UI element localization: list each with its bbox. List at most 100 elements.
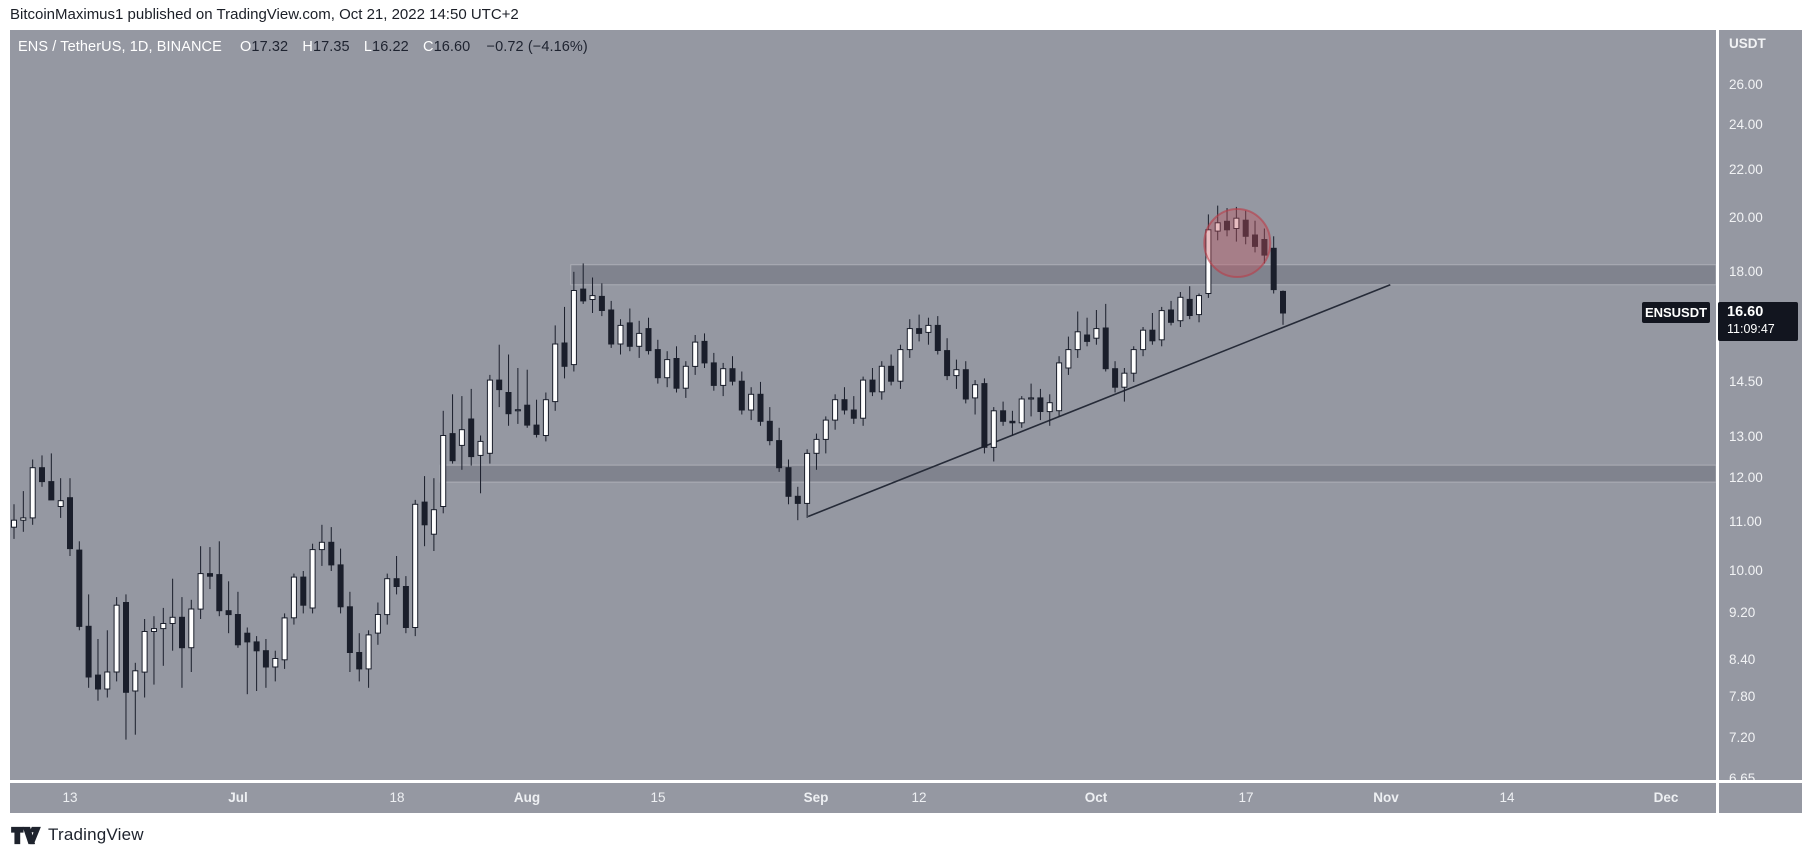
time-axis-label: Dec bbox=[1653, 790, 1679, 805]
candle-body bbox=[188, 608, 195, 649]
candle-body bbox=[337, 564, 344, 608]
candle-body bbox=[701, 340, 708, 364]
candle-body bbox=[1158, 310, 1165, 341]
candle-body bbox=[48, 481, 55, 501]
legend-close-key: C bbox=[422, 39, 434, 55]
candle-body bbox=[524, 404, 531, 426]
candle-body bbox=[300, 576, 307, 606]
candle-body bbox=[430, 509, 437, 535]
candle-body bbox=[1121, 372, 1128, 388]
support-zone[interactable] bbox=[439, 464, 1716, 483]
candle-body bbox=[832, 399, 839, 421]
candle-body bbox=[1046, 402, 1053, 413]
candle-body bbox=[1130, 349, 1137, 374]
time-axis-label: Jul bbox=[228, 790, 248, 805]
candle-body bbox=[20, 517, 27, 521]
candle-body bbox=[179, 616, 185, 649]
candle-body bbox=[95, 674, 101, 690]
candle-body bbox=[785, 467, 792, 497]
chart-pane[interactable]: ENS / TetherUS, 1D, BINANCE O17.32 H17.3… bbox=[10, 30, 1716, 780]
candle-body bbox=[1270, 247, 1277, 291]
candle-body bbox=[318, 541, 325, 551]
candle-body bbox=[1168, 309, 1174, 323]
candle-body bbox=[990, 410, 997, 448]
ascending-trendline[interactable] bbox=[807, 283, 1391, 518]
time-axis-label: Aug bbox=[513, 790, 541, 805]
candle-body bbox=[580, 288, 587, 302]
candle-body bbox=[561, 342, 568, 367]
candle-body bbox=[160, 623, 167, 630]
candle-body bbox=[85, 625, 92, 678]
price-axis[interactable]: USDT 26.00 24.00 22.00 20.00 18.00 14.50 13.00… bbox=[1719, 30, 1802, 786]
candle-body bbox=[1233, 217, 1240, 229]
tradingview-logo-icon[interactable] bbox=[11, 826, 41, 845]
resistance-zone[interactable] bbox=[570, 264, 1716, 286]
legend-high-value: 17.35 bbox=[312, 39, 350, 55]
price-axis-label: 8.40 bbox=[1729, 652, 1756, 667]
candle-body bbox=[197, 573, 204, 610]
candle-body bbox=[1112, 368, 1119, 388]
candle-body bbox=[738, 380, 745, 411]
candle-body bbox=[514, 409, 521, 412]
legend-close-value: 16.60 bbox=[433, 39, 471, 55]
time-axis-label: Nov bbox=[1373, 790, 1399, 805]
price-axis-label: 7.80 bbox=[1729, 689, 1756, 704]
candle-body bbox=[766, 420, 773, 442]
candle-body bbox=[608, 309, 615, 345]
candle-body bbox=[888, 365, 895, 382]
candle-body bbox=[542, 399, 549, 437]
candle-body bbox=[878, 365, 885, 393]
legend-symbol: ENS / TetherUS, 1D, BINANCE bbox=[18, 39, 222, 55]
legend-open-key: O bbox=[240, 39, 252, 55]
candle-body bbox=[374, 614, 381, 634]
price-axis-label: 14.50 bbox=[1729, 374, 1763, 389]
tradingview-brand-text[interactable]: TradingView bbox=[48, 825, 144, 844]
candle-body bbox=[916, 328, 923, 334]
price-axis-label: 7.20 bbox=[1729, 730, 1756, 745]
candlestick-chart[interactable] bbox=[10, 30, 1716, 780]
price-axis-currency-label: USDT bbox=[1729, 36, 1766, 51]
candle-body bbox=[626, 322, 633, 347]
candle-body bbox=[281, 617, 288, 661]
candle-body bbox=[1177, 296, 1184, 322]
candle-body bbox=[123, 602, 129, 693]
candle-body bbox=[1196, 295, 1202, 316]
candle-body bbox=[981, 383, 988, 448]
candle-body bbox=[598, 295, 605, 311]
candle-body bbox=[1242, 219, 1249, 237]
candle-body bbox=[1280, 290, 1286, 314]
candle-body bbox=[813, 438, 820, 454]
candle-body bbox=[860, 379, 867, 419]
candle-body bbox=[234, 614, 241, 646]
candle-body bbox=[141, 631, 148, 673]
attribution-text: BitcoinMaximus1 published on TradingView… bbox=[10, 6, 519, 23]
candle-body bbox=[132, 670, 139, 692]
legend-open-value: 17.32 bbox=[251, 39, 289, 55]
candle-body bbox=[570, 290, 577, 366]
price-axis-label: 20.00 bbox=[1729, 210, 1763, 225]
candle-body bbox=[664, 359, 671, 379]
time-axis-label: 17 bbox=[1238, 790, 1254, 805]
candle-body bbox=[1000, 410, 1007, 422]
candle-body bbox=[682, 365, 689, 389]
axis-separator-horizontal bbox=[10, 780, 1802, 783]
candle-body bbox=[692, 341, 699, 367]
candle-body bbox=[673, 358, 680, 389]
candle-body bbox=[328, 541, 335, 566]
candle-body bbox=[934, 324, 941, 351]
time-axis[interactable]: 13 Jul 18 Aug 15 Sep 12 Oct 17 Nov 14 Dec bbox=[10, 783, 1802, 813]
candle-body bbox=[1102, 327, 1109, 370]
legend-change: −0.72 (−4.16%) bbox=[486, 39, 588, 55]
candle-body bbox=[1205, 229, 1212, 295]
candle-body bbox=[645, 328, 652, 352]
candle-body bbox=[748, 393, 755, 411]
candle-body bbox=[1028, 397, 1035, 400]
chart-frame: ENS / TetherUS, 1D, BINANCE O17.32 H17.3… bbox=[10, 30, 1802, 813]
candle-body bbox=[262, 650, 269, 668]
candle-body bbox=[1093, 328, 1100, 339]
candle-body bbox=[57, 500, 64, 508]
candle-body bbox=[906, 328, 913, 351]
top-highlight-circle[interactable] bbox=[1203, 208, 1272, 278]
axis-separator-vertical bbox=[1716, 30, 1719, 813]
candle-body bbox=[207, 573, 213, 577]
